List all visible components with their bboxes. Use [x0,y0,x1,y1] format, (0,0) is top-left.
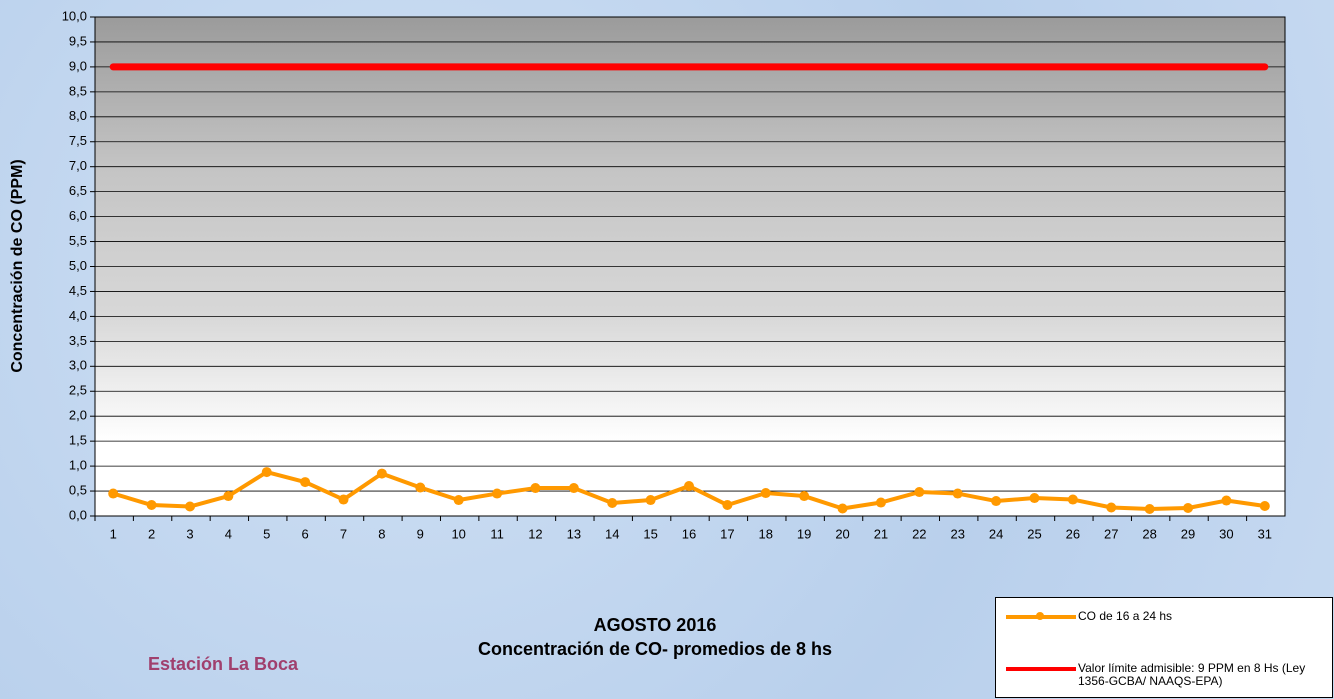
y-tick-label: 10,0 [62,8,87,23]
x-tick-label: 12 [528,526,542,541]
x-tick-label: 2 [148,526,155,541]
x-tick-label: 17 [720,526,734,541]
marker [223,491,234,502]
y-tick-label: 3,5 [69,333,87,348]
y-tick-label: 7,0 [69,158,87,173]
marker [415,482,426,493]
y-axis-label: Concentración de CO (PPM) [9,159,26,372]
marker [875,497,886,508]
marker [722,500,733,511]
legend-entry: Valor límite admisible: 9 PPM en 8 Hs (L… [1006,662,1313,688]
y-tick-label: 8,0 [69,108,87,123]
marker [108,488,119,499]
x-tick-label: 11 [490,526,504,541]
x-tick-label: 15 [643,526,657,541]
station-label: Estación La Boca [148,654,299,674]
y-tick-label: 6,5 [69,183,87,198]
chart-subtitle: Concentración de CO- promedios de 8 hs [478,639,832,659]
marker [568,483,579,494]
marker [837,503,848,514]
x-tick-label: 28 [1142,526,1156,541]
marker [184,501,195,512]
x-tick-label: 1 [110,526,117,541]
legend-swatch [1006,667,1076,671]
x-tick-label: 13 [567,526,581,541]
marker [607,498,618,509]
y-tick-label: 1,0 [69,458,87,473]
x-tick-label: 10 [451,526,465,541]
x-tick-label: 4 [225,526,232,541]
marker [261,467,272,478]
x-tick-label: 9 [417,526,424,541]
marker [146,500,157,511]
marker [684,481,694,492]
x-tick-label: 30 [1219,526,1233,541]
y-tick-label: 0,0 [69,507,87,522]
x-tick-label: 14 [605,526,619,541]
y-tick-label: 3,0 [69,358,87,373]
marker [799,491,810,502]
legend-swatch [1006,612,1076,620]
y-tick-label: 7,5 [69,133,87,148]
legend-label: Valor límite admisible: 9 PPM en 8 Hs (L… [1078,661,1306,688]
x-tick-label: 24 [989,526,1003,541]
y-tick-label: 4,0 [69,308,87,323]
x-tick-label: 29 [1181,526,1195,541]
marker [760,488,771,499]
marker [1067,494,1078,505]
legend: CO de 16 a 24 hs Valor límite admisible: … [995,597,1333,698]
x-tick-label: 8 [378,526,385,541]
y-tick-label: 5,0 [69,258,87,273]
marker [338,494,349,505]
marker [453,495,464,506]
marker [1259,501,1270,512]
marker [991,496,1002,507]
legend-label: CO de 16 a 24 hs [1078,609,1173,623]
x-tick-label: 20 [835,526,849,541]
marker [952,488,963,499]
y-tick-label: 1,5 [69,433,87,448]
y-tick-label: 0,5 [69,482,87,497]
x-tick-label: 18 [759,526,773,541]
x-tick-label: 23 [950,526,964,541]
marker [1029,493,1040,504]
marker [1144,504,1155,515]
x-tick-label: 21 [874,526,888,541]
marker [300,477,311,488]
x-tick-label: 16 [682,526,696,541]
marker [1106,502,1117,513]
marker [914,487,925,498]
chart-title: AGOSTO 2016 [594,615,717,635]
legend-marker [1036,612,1044,620]
y-tick-label: 2,5 [69,383,87,398]
marker [492,488,503,499]
x-tick-label: 26 [1066,526,1080,541]
x-tick-label: 25 [1027,526,1041,541]
marker [376,468,387,479]
marker [1183,503,1194,514]
x-tick-label: 7 [340,526,347,541]
x-tick-label: 3 [186,526,193,541]
marker [1221,495,1232,506]
x-tick-label: 31 [1258,526,1272,541]
legend-entry: CO de 16 a 24 hs [1006,610,1313,623]
y-tick-label: 9,0 [69,58,87,73]
y-tick-label: 8,5 [69,83,87,98]
x-tick-label: 19 [797,526,811,541]
x-tick-label: 5 [263,526,270,541]
marker [645,495,656,506]
y-tick-label: 6,0 [69,208,87,223]
y-tick-label: 5,5 [69,233,87,248]
y-tick-label: 9,5 [69,33,87,48]
x-tick-label: 27 [1104,526,1118,541]
x-tick-label: 6 [302,526,309,541]
y-tick-label: 4,5 [69,283,87,298]
marker [530,483,541,494]
x-tick-label: 22 [912,526,926,541]
y-tick-label: 2,0 [69,408,87,423]
